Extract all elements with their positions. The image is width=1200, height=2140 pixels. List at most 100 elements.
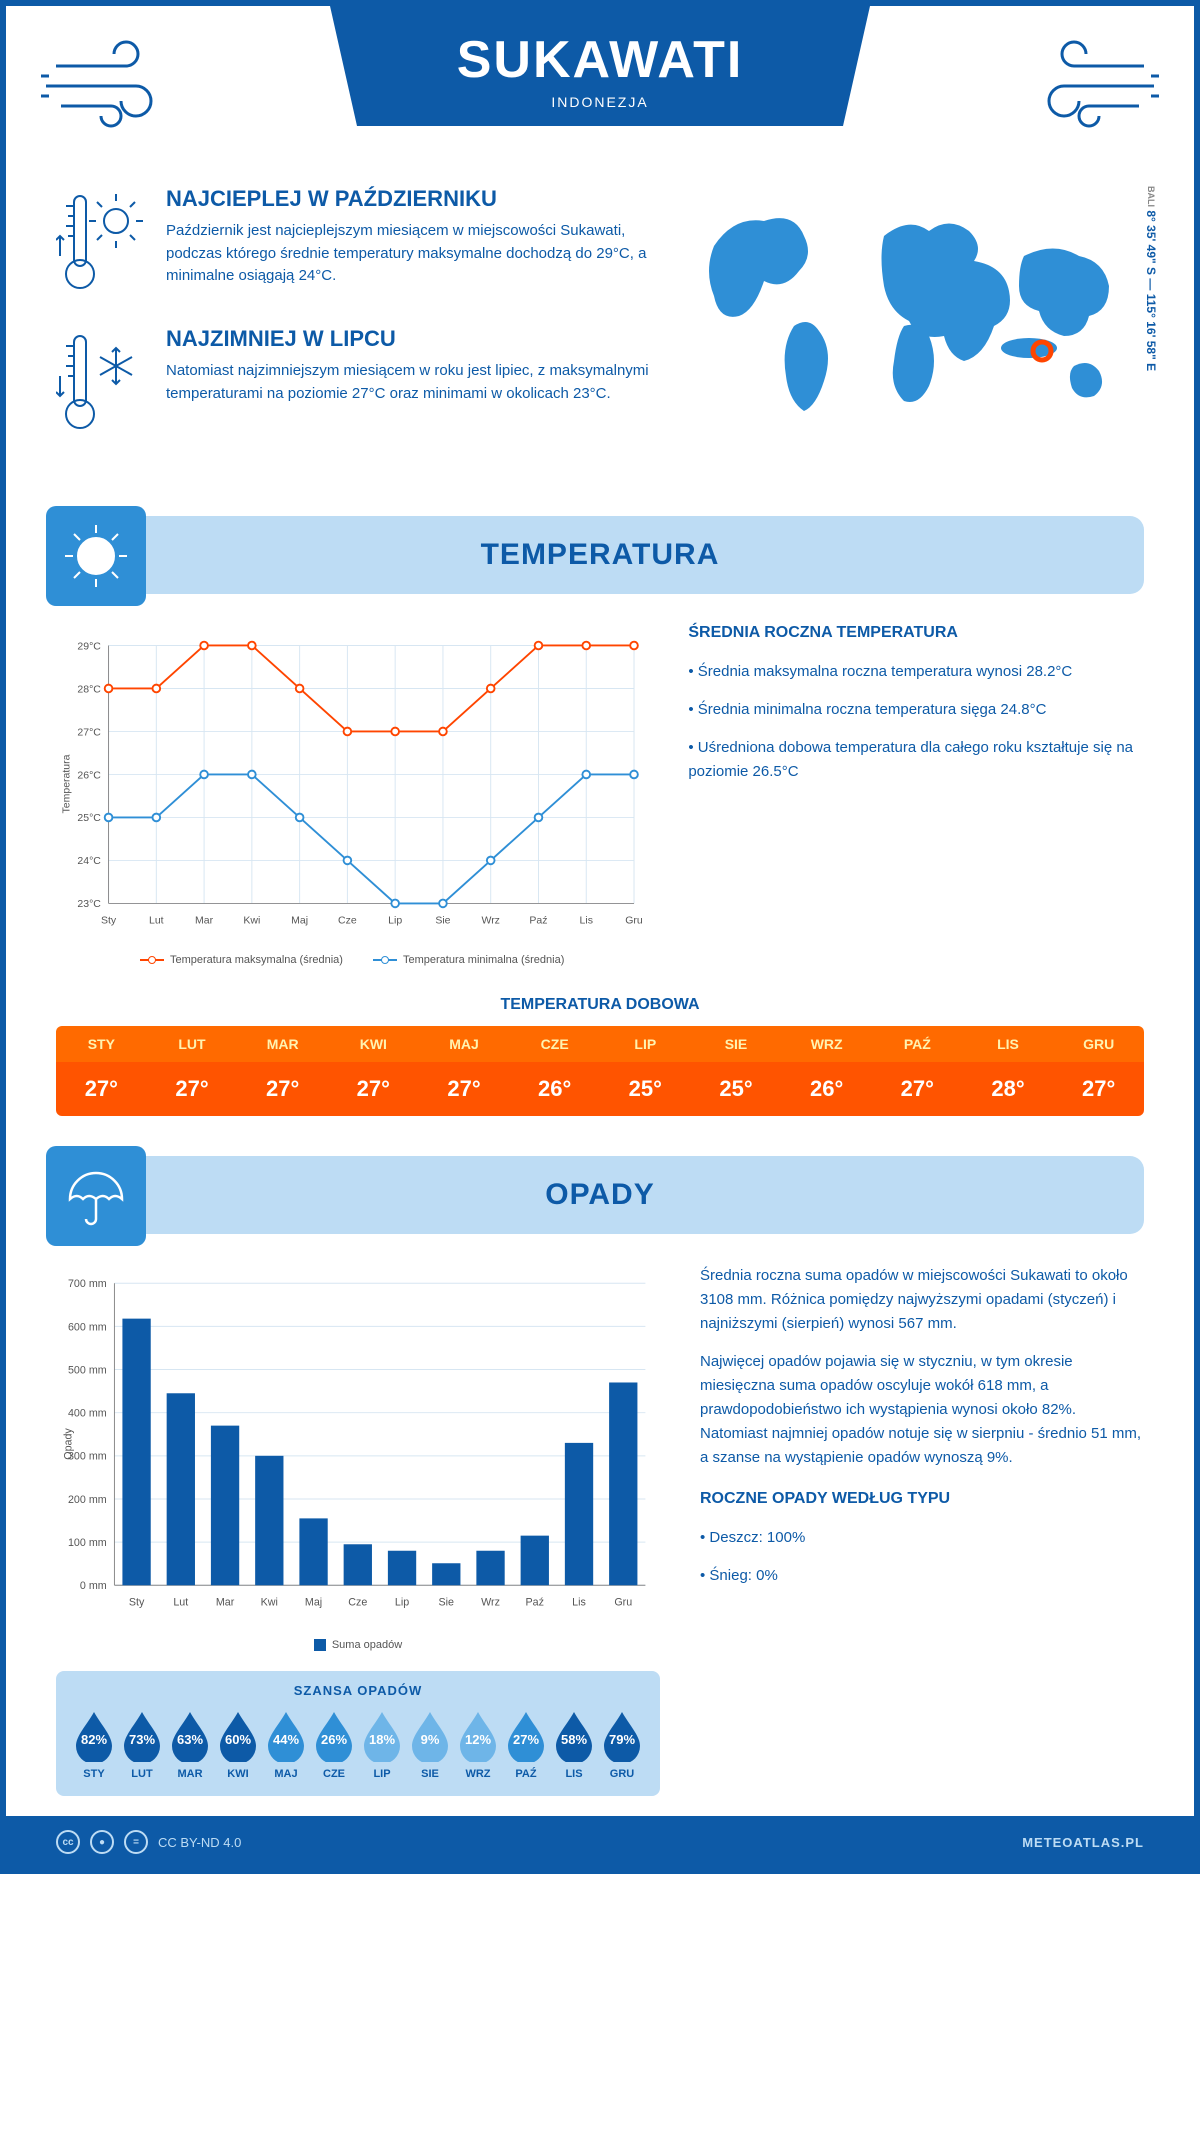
drop-cell: 9%SIE — [408, 1708, 452, 1780]
chance-title: SZANSA OPADÓW — [72, 1683, 644, 1698]
svg-text:200 mm: 200 mm — [68, 1494, 107, 1506]
precip-chart: 0 mm100 mm200 mm300 mm400 mm500 mm600 mm… — [56, 1264, 660, 1796]
svg-text:600 mm: 600 mm — [68, 1321, 107, 1333]
temp-row: 23°C24°C25°C26°C27°C28°C29°CStyLutMarKwi… — [6, 624, 1194, 966]
daily-table: STYLUTMARKWIMAJCZELIPSIEWRZPAŹLISGRU27°2… — [56, 1026, 1144, 1116]
header: SUKAWATI INDONEZJA — [6, 6, 1194, 186]
daily-value: 27° — [328, 1062, 419, 1116]
temp-side: ŚREDNIA ROCZNA TEMPERATURA • Średnia mak… — [688, 624, 1144, 966]
daily-month: GRU — [1053, 1026, 1144, 1062]
rain-drops: 82%STY73%LUT63%MAR60%KWI44%MAJ26%CZE18%L… — [72, 1708, 644, 1780]
precip-row: 0 mm100 mm200 mm300 mm400 mm500 mm600 mm… — [6, 1264, 1194, 1796]
daily-month: LIP — [600, 1026, 691, 1062]
svg-text:400 mm: 400 mm — [68, 1408, 107, 1420]
daily-value: 27° — [419, 1062, 510, 1116]
svg-text:Maj: Maj — [305, 1597, 322, 1609]
drop-cell: 18%LIP — [360, 1708, 404, 1780]
precip-side: Średnia roczna suma opadów w miejscowośc… — [700, 1264, 1144, 1796]
drop-cell: 79%GRU — [600, 1708, 644, 1780]
svg-text:27°C: 27°C — [77, 726, 101, 738]
header-banner: SUKAWATI INDONEZJA — [330, 6, 870, 126]
daily-month: KWI — [328, 1026, 419, 1062]
thermometer-sun-icon — [56, 186, 146, 296]
thermometer-snow-icon — [56, 326, 146, 436]
daily-value: 26° — [509, 1062, 600, 1116]
svg-text:100 mm: 100 mm — [68, 1537, 107, 1549]
chance-box: SZANSA OPADÓW 82%STY73%LUT63%MAR60%KWI44… — [56, 1671, 660, 1796]
umbrella-icon — [46, 1146, 146, 1246]
temp-chart: 23°C24°C25°C26°C27°C28°C29°CStyLutMarKwi… — [56, 624, 648, 966]
hot-desc: Październik jest najcieplejszym miesiące… — [166, 220, 654, 288]
temp-section-title: TEMPERATURA — [78, 538, 1122, 572]
drop-cell: 60%KWI — [216, 1708, 260, 1780]
wind-icon — [36, 36, 186, 136]
daily-value: 25° — [691, 1062, 782, 1116]
svg-text:0 mm: 0 mm — [80, 1580, 107, 1592]
drop-cell: 63%MAR — [168, 1708, 212, 1780]
temp-legend: Temperatura maksymalna (średnia) Tempera… — [56, 954, 648, 966]
drop-cell: 44%MAJ — [264, 1708, 308, 1780]
svg-text:Kwi: Kwi — [243, 914, 260, 926]
svg-text:Lis: Lis — [580, 914, 593, 926]
daily-value: 28° — [963, 1062, 1054, 1116]
cold-block: NAJZIMNIEJ W LIPCU Natomiast najzimniejs… — [56, 326, 654, 436]
hot-title: NAJCIEPLEJ W PAŹDZIERNIKU — [166, 186, 654, 212]
svg-text:Sty: Sty — [101, 914, 117, 926]
drop-cell: 26%CZE — [312, 1708, 356, 1780]
by-icon: ● — [90, 1830, 114, 1854]
hot-block: NAJCIEPLEJ W PAŹDZIERNIKU Październik je… — [56, 186, 654, 296]
svg-text:Lut: Lut — [149, 914, 164, 926]
drop-cell: 58%LIS — [552, 1708, 596, 1780]
svg-text:25°C: 25°C — [77, 812, 101, 824]
daily-month: LIS — [963, 1026, 1054, 1062]
daily-value: 27° — [56, 1062, 147, 1116]
temp-side-title: ŚREDNIA ROCZNA TEMPERATURA — [688, 624, 1144, 642]
cold-desc: Natomiast najzimniejszym miesiącem w rok… — [166, 360, 654, 405]
svg-text:Gru: Gru — [625, 914, 643, 926]
footer: cc ● = CC BY-ND 4.0 METEOATLAS.PL — [6, 1816, 1194, 1868]
info-row: NAJCIEPLEJ W PAŹDZIERNIKU Październik je… — [6, 186, 1194, 496]
svg-text:Temperatura: Temperatura — [60, 754, 72, 813]
svg-text:Paź: Paź — [529, 914, 547, 926]
sun-icon — [46, 506, 146, 606]
precip-type-title: ROCZNE OPADY WEDŁUG TYPU — [700, 1490, 1144, 1508]
svg-text:700 mm: 700 mm — [68, 1278, 107, 1290]
daily-month: MAJ — [419, 1026, 510, 1062]
svg-text:Lip: Lip — [395, 1597, 409, 1609]
daily-month: LUT — [147, 1026, 238, 1062]
svg-text:Sie: Sie — [435, 914, 450, 926]
svg-text:Lis: Lis — [572, 1597, 586, 1609]
cc-icon: cc — [56, 1830, 80, 1854]
page-subtitle: INDONEZJA — [350, 94, 850, 110]
svg-text:500 mm: 500 mm — [68, 1364, 107, 1376]
daily-title: TEMPERATURA DOBOWA — [6, 996, 1194, 1014]
precip-section-head: OPADY — [56, 1156, 1144, 1234]
daily-value: 26° — [781, 1062, 872, 1116]
daily-month: PAŹ — [872, 1026, 963, 1062]
coordinates: BALI 8° 35' 49" S — 115° 16' 58" E — [1144, 186, 1158, 371]
svg-text:Sie: Sie — [439, 1597, 455, 1609]
svg-text:Sty: Sty — [129, 1597, 145, 1609]
nd-icon: = — [124, 1830, 148, 1854]
daily-month: CZE — [509, 1026, 600, 1062]
daily-value: 27° — [1053, 1062, 1144, 1116]
wind-icon — [1014, 36, 1164, 136]
svg-text:Mar: Mar — [195, 914, 214, 926]
svg-text:Maj: Maj — [291, 914, 308, 926]
daily-month: MAR — [237, 1026, 328, 1062]
svg-text:Lip: Lip — [388, 914, 402, 926]
svg-text:Gru: Gru — [614, 1597, 632, 1609]
svg-text:Wrz: Wrz — [481, 914, 499, 926]
svg-text:Paź: Paź — [526, 1597, 544, 1609]
svg-text:Wrz: Wrz — [481, 1597, 500, 1609]
daily-month: SIE — [691, 1026, 782, 1062]
svg-text:Opady: Opady — [63, 1428, 75, 1460]
daily-month: STY — [56, 1026, 147, 1062]
hot-text: NAJCIEPLEJ W PAŹDZIERNIKU Październik je… — [166, 186, 654, 296]
precip-legend: Suma opadów — [56, 1639, 660, 1651]
drop-cell: 73%LUT — [120, 1708, 164, 1780]
svg-text:23°C: 23°C — [77, 898, 101, 910]
drop-cell: 12%WRZ — [456, 1708, 500, 1780]
precip-section-title: OPADY — [78, 1178, 1122, 1212]
page: SUKAWATI INDONEZJA — [0, 0, 1200, 1874]
